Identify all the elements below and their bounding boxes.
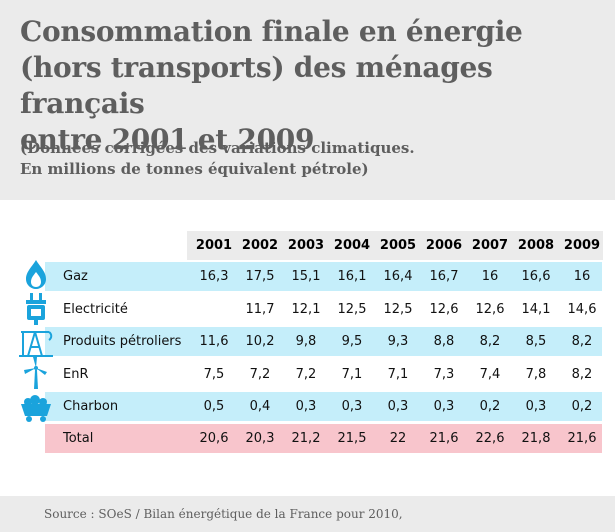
table-cell: 7,4 bbox=[479, 367, 501, 382]
row-label: Produits pétroliers bbox=[63, 334, 182, 349]
table-cell: 7,1 bbox=[387, 367, 409, 382]
year-header: 2001 bbox=[195, 238, 233, 253]
table-cell: 0,3 bbox=[295, 399, 317, 414]
table-cell: 21,6 bbox=[567, 431, 597, 446]
table-cell: 9,3 bbox=[387, 334, 409, 349]
table-cell: 16,7 bbox=[429, 269, 459, 284]
table-cell: 16,4 bbox=[383, 269, 413, 284]
table-cell: 12,6 bbox=[475, 302, 505, 317]
row-label: Total bbox=[63, 431, 94, 446]
table-cell: 0,3 bbox=[341, 399, 363, 414]
table-cell: 7,2 bbox=[295, 367, 317, 382]
table-cell: 0,2 bbox=[479, 399, 501, 414]
table-cell: 21,6 bbox=[429, 431, 459, 446]
header-panel: Consommation finale en énergie (hors tra… bbox=[0, 0, 615, 200]
year-header-bar bbox=[187, 231, 603, 260]
table-cell: 14,6 bbox=[567, 302, 597, 317]
table-cell: 14,1 bbox=[521, 302, 551, 317]
table-cell: 11,7 bbox=[245, 302, 275, 317]
table-cell: 22 bbox=[389, 431, 407, 446]
table-cell: 0,4 bbox=[249, 399, 271, 414]
year-header: 2003 bbox=[287, 238, 325, 253]
table-cell: 8,2 bbox=[571, 367, 593, 382]
table-cell: 8,8 bbox=[433, 334, 455, 349]
table-cell: 16,1 bbox=[337, 269, 367, 284]
table-cell: 16 bbox=[481, 269, 499, 284]
title-line: entre 2001 et 2009 bbox=[20, 123, 315, 156]
table-cell bbox=[191, 295, 237, 324]
footer-panel: Source : SOeS / Bilan énergétique de la … bbox=[0, 496, 615, 532]
table-cell: 7,2 bbox=[249, 367, 271, 382]
table-row-enr: EnR 7,5 7,2 7,2 7,1 7,1 7,3 7,4 7,8 8,2 bbox=[45, 360, 602, 389]
table-cell: 20,6 bbox=[199, 431, 229, 446]
table-cell: 22,6 bbox=[475, 431, 505, 446]
table-row-charbon: Charbon 0,5 0,4 0,3 0,3 0,3 0,3 0,2 0,3 … bbox=[45, 392, 602, 421]
table-cell: 21,5 bbox=[337, 431, 367, 446]
year-header: 2009 bbox=[563, 238, 601, 253]
table-cell: 16,3 bbox=[199, 269, 229, 284]
table-cell: 7,1 bbox=[341, 367, 363, 382]
table-cell: 12,5 bbox=[337, 302, 367, 317]
year-header: 2007 bbox=[471, 238, 509, 253]
table-cell: 12,1 bbox=[291, 302, 321, 317]
table-cell: 16,6 bbox=[521, 269, 551, 284]
coal-cart-icon bbox=[21, 395, 51, 422]
electric-plug-icon bbox=[26, 293, 46, 325]
year-header: 2006 bbox=[425, 238, 463, 253]
table-cell: 21,8 bbox=[521, 431, 551, 446]
wind-turbine-icon bbox=[24, 357, 47, 389]
table-cell: 21,2 bbox=[291, 431, 321, 446]
subtitle-line: (Données corrigées des variations climat… bbox=[20, 139, 415, 157]
table-cell: 0,3 bbox=[387, 399, 409, 414]
table-cell: 0,2 bbox=[571, 399, 593, 414]
table-cell: 12,6 bbox=[429, 302, 459, 317]
table-row-gaz: Gaz 16,3 17,5 15,1 16,1 16,4 16,7 16 16,… bbox=[45, 262, 602, 291]
row-label: Gaz bbox=[63, 269, 88, 284]
year-header: 2004 bbox=[333, 238, 371, 253]
year-header: 2002 bbox=[241, 238, 279, 253]
row-label: Charbon bbox=[63, 399, 119, 414]
table-cell: 8,2 bbox=[571, 334, 593, 349]
subtitle: (Données corrigées des variations climat… bbox=[20, 138, 610, 180]
table-row-total: Total 20,6 20,3 21,2 21,5 22 21,6 22,6 2… bbox=[45, 424, 602, 453]
table-cell: 9,8 bbox=[295, 334, 317, 349]
table-cell: 9,5 bbox=[341, 334, 363, 349]
table-cell: 17,5 bbox=[245, 269, 275, 284]
table-row-electricite: Electricité 11,7 12,1 12,5 12,5 12,6 12,… bbox=[45, 295, 602, 324]
table-cell: 0,5 bbox=[203, 399, 225, 414]
table-cell: 0,3 bbox=[525, 399, 547, 414]
table-cell: 12,5 bbox=[383, 302, 413, 317]
title-line: Consommation finale en énergie bbox=[20, 15, 523, 48]
table-cell: 7,8 bbox=[525, 367, 547, 382]
page-title: Consommation finale en énergie (hors tra… bbox=[20, 14, 610, 158]
table-cell: 0,3 bbox=[433, 399, 455, 414]
table-cell: 15,1 bbox=[291, 269, 321, 284]
table-cell: 8,5 bbox=[525, 334, 547, 349]
gas-flame-icon bbox=[26, 260, 46, 289]
table-cell: 16 bbox=[573, 269, 591, 284]
title-line: (hors transports) des ménages français bbox=[20, 51, 493, 120]
row-label: EnR bbox=[63, 367, 89, 382]
source-note: Source : SOeS / Bilan énergétique de la … bbox=[44, 507, 403, 521]
year-header: 2008 bbox=[517, 238, 555, 253]
subtitle-line: En millions de tonnes équivalent pétrole… bbox=[20, 160, 369, 178]
table-cell: 7,5 bbox=[203, 367, 225, 382]
year-header: 2005 bbox=[379, 238, 417, 253]
table-row-produits-petroliers: Produits pétroliers 11,6 10,2 9,8 9,5 9,… bbox=[45, 327, 602, 356]
row-label: Electricité bbox=[63, 302, 128, 317]
oil-pump-icon bbox=[19, 331, 53, 357]
table-cell: 20,3 bbox=[245, 431, 275, 446]
table-cell: 7,3 bbox=[433, 367, 455, 382]
table-cell: 10,2 bbox=[245, 334, 275, 349]
table-cell: 11,6 bbox=[199, 334, 229, 349]
table-cell: 8,2 bbox=[479, 334, 501, 349]
